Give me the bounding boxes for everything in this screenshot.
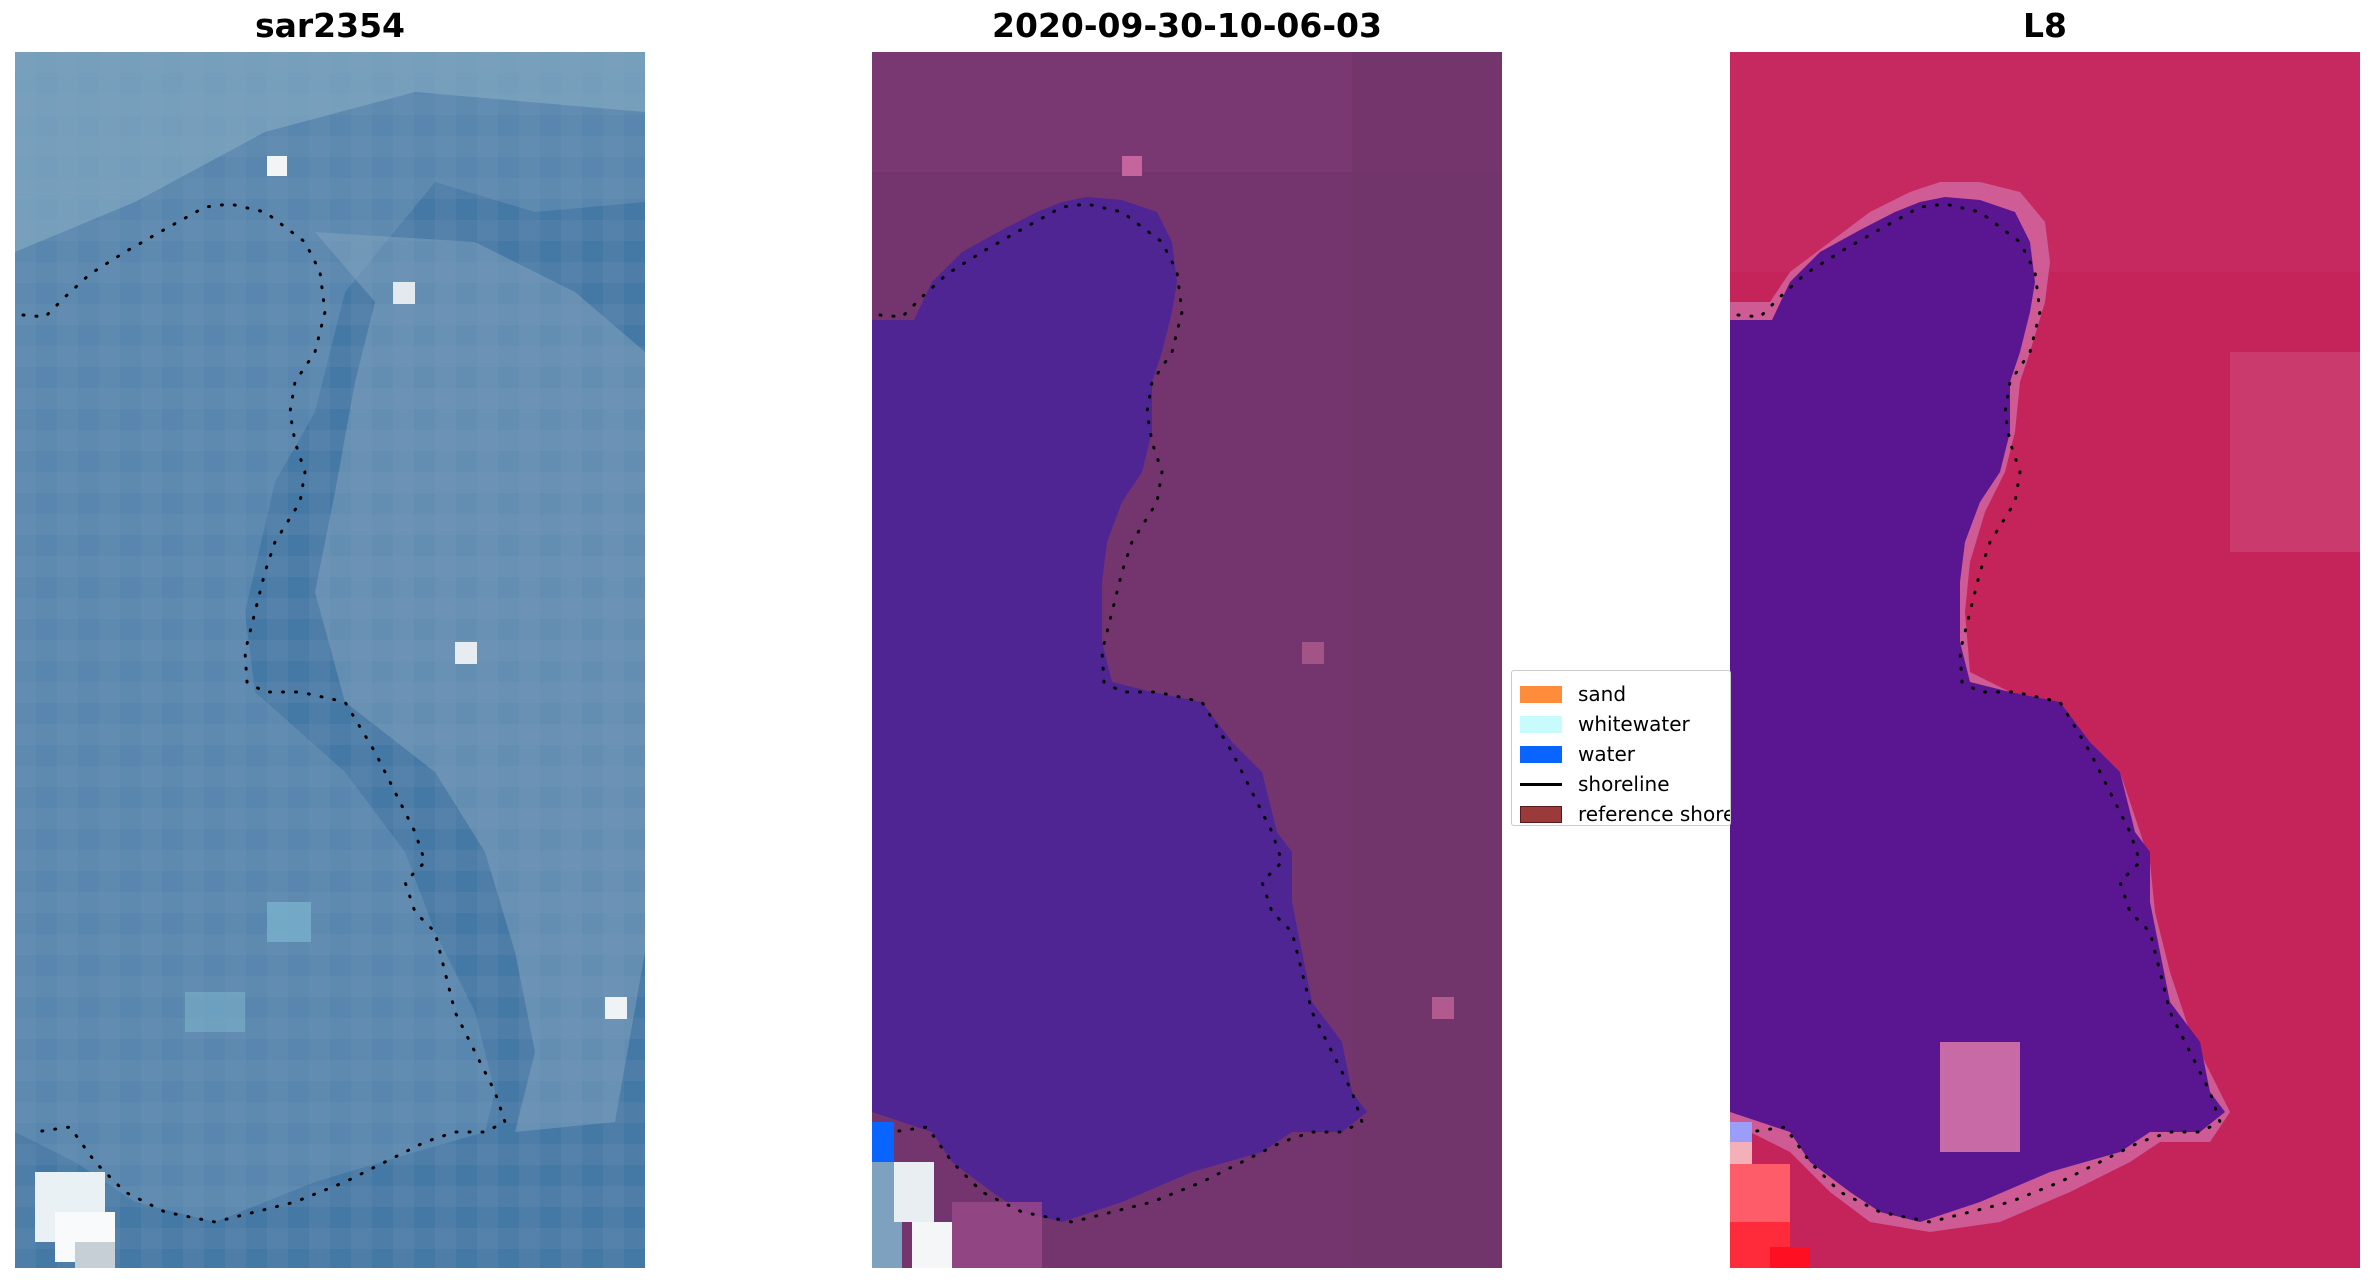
legend-item-sand: sand (1520, 681, 1626, 707)
legend-item-reference-shoreline: reference shoreline (1520, 801, 1730, 826)
reference-shoreline-swatch (1520, 805, 1562, 823)
whitewater-swatch (1520, 715, 1562, 733)
rgb-image-panel (15, 52, 645, 1268)
panel-title-l8: L8 (2023, 6, 2067, 45)
sand-swatch (1520, 685, 1562, 703)
legend-label-reference-shoreline: reference shoreline (1578, 802, 1730, 826)
legend-item-whitewater: whitewater (1520, 711, 1690, 737)
panel-title-sar: sar2354 (254, 6, 406, 45)
legend-item-shoreline: shoreline (1520, 771, 1670, 797)
water-swatch (1520, 745, 1562, 763)
classified-image-panel (872, 52, 1502, 1268)
legend-label-shoreline: shoreline (1578, 772, 1670, 796)
rgb-image (15, 52, 645, 1268)
legend: sand whitewater water shoreline referenc… (1511, 670, 1731, 826)
panel-title-date: 2020-09-30-10-06-03 (992, 6, 1382, 45)
legend-item-water: water (1520, 741, 1635, 767)
classified-image (872, 52, 1502, 1268)
l8-image-panel (1730, 52, 2360, 1268)
legend-label-water: water (1578, 742, 1635, 766)
l8-image (1730, 52, 2360, 1268)
legend-label-whitewater: whitewater (1578, 712, 1690, 736)
shoreline-line-swatch (1520, 782, 1562, 786)
legend-label-sand: sand (1578, 682, 1627, 706)
